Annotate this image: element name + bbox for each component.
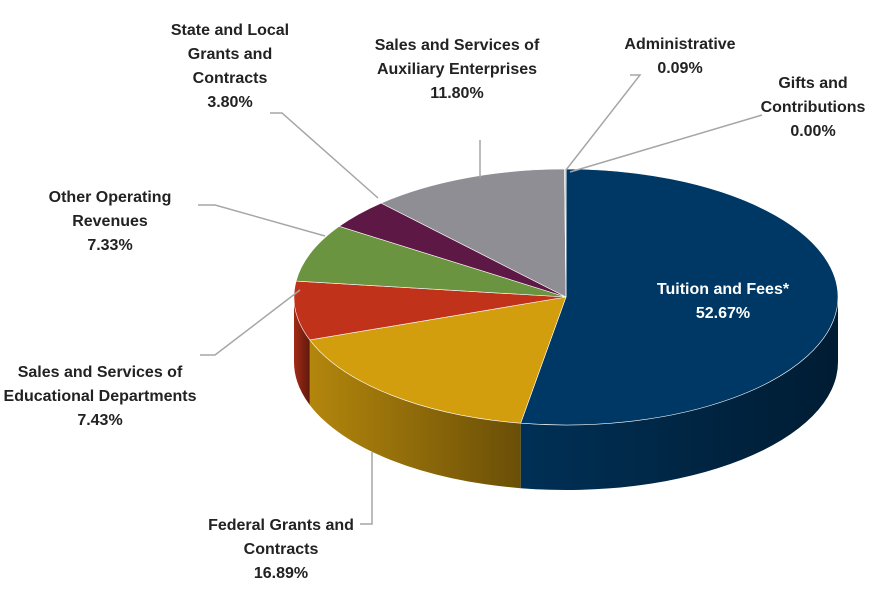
slice [295,225,567,298]
category-name: Gifts and Contributions [760,75,866,116]
leader-line [200,289,301,356]
slice-label: Tuition and Fees* 52.67% [623,278,823,326]
slice [520,168,839,426]
slice-side [309,339,521,489]
slice-label: Sales and Services of Auxiliary Enterpri… [342,34,572,106]
category-name: Other Operating Revenues [48,189,172,230]
category-name: Sales and Services of Educational Depart… [3,364,197,405]
leader-line [565,74,642,171]
value-label: 16.89% [253,565,309,582]
value-label: 7.43% [77,412,123,429]
value-label: 11.80% [430,85,484,102]
leader-line [270,112,379,199]
slice-label: Federal Grants and Contracts 16.89% [181,514,381,586]
leader-line [569,114,763,173]
slice-label: Sales and Services of Educational Depart… [0,361,208,433]
leader-line [360,452,373,525]
value-label: 52.67% [695,305,751,322]
slice [309,296,567,424]
slice-label: Other Operating Revenues 7.33% [25,186,195,258]
value-label: 7.33% [87,237,133,254]
slice-side [294,297,310,405]
slice [293,280,567,341]
category-name: Federal Grants and Contracts [208,517,354,558]
value-label: 3.80% [207,94,253,111]
slice-label: State and Local Grants and Contracts 3.80… [160,19,300,115]
value-label: 0.00% [790,123,836,140]
slice-side [520,297,838,490]
leader-line [198,204,326,237]
category-name: Tuition and Fees* [656,281,790,298]
value-label: 0.09% [657,60,703,77]
slice-label: Administrative 0.09% [595,33,765,81]
category-name: Sales and Services of Auxiliary Enterpri… [374,37,540,78]
slice-label: Gifts and Contributions 0.00% [738,72,886,144]
slice [380,168,567,298]
category-name: Administrative [624,36,736,53]
category-name: State and Local Grants and Contracts [170,22,290,87]
